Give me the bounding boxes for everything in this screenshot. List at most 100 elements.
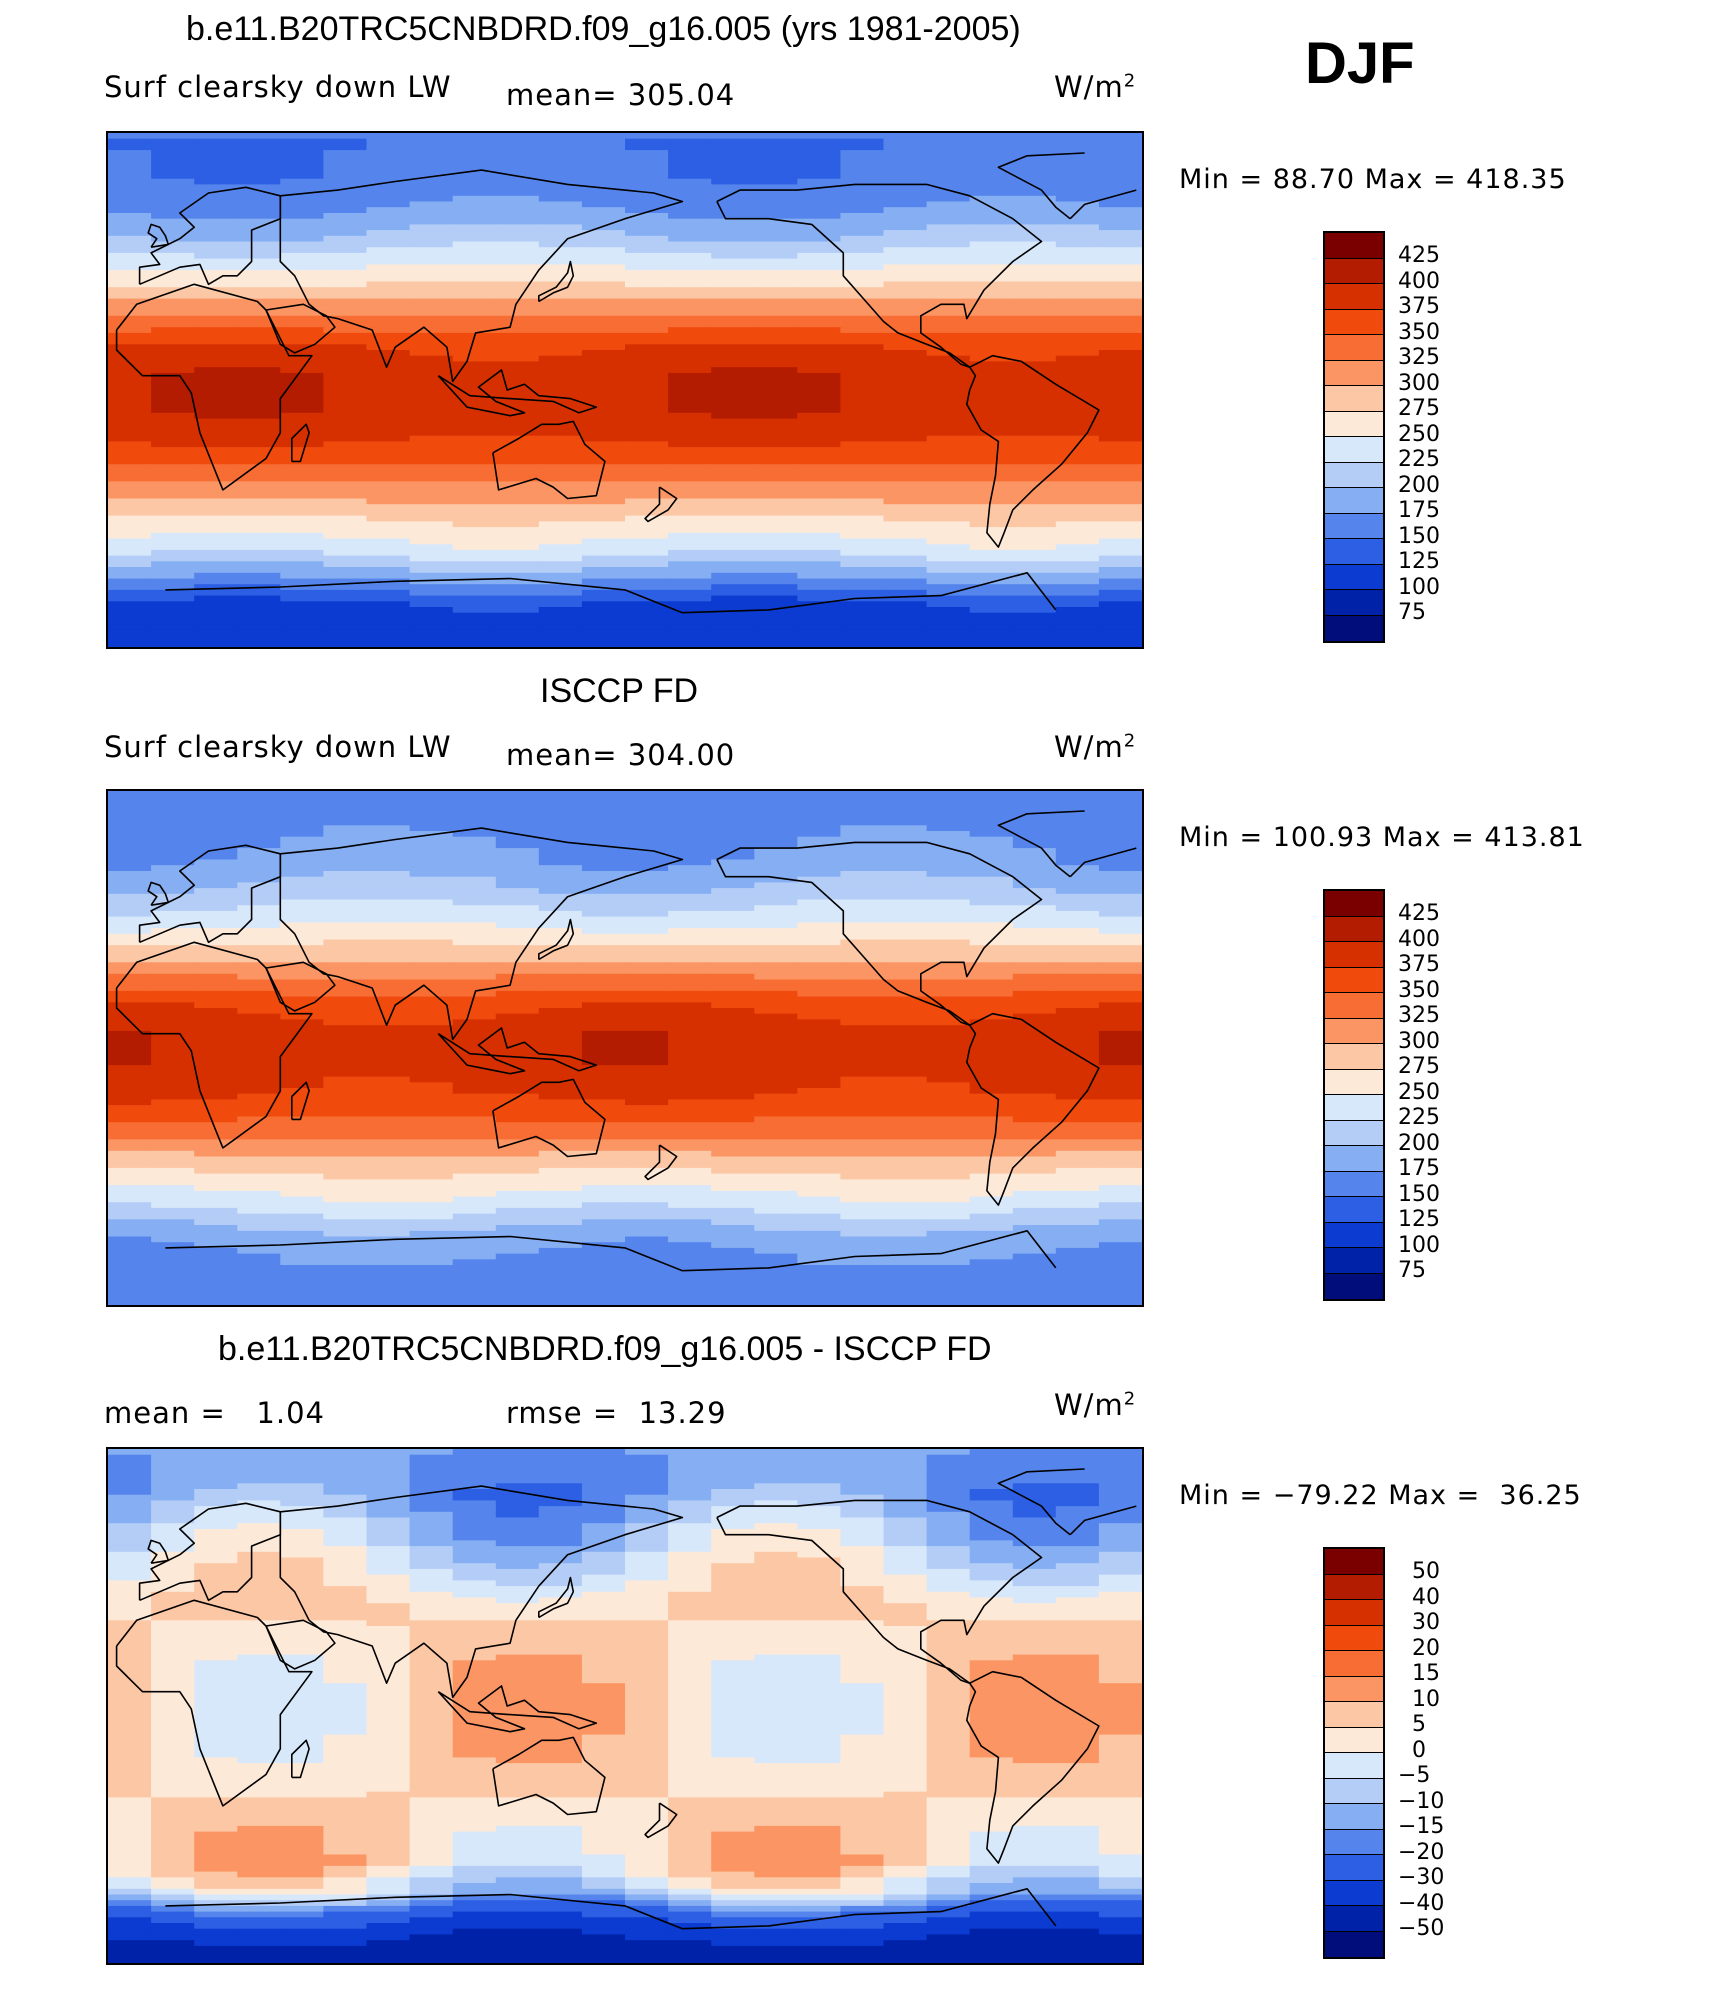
contour-cell [581, 1093, 626, 1100]
contour-cell [883, 1454, 928, 1461]
contour-cell [409, 190, 454, 197]
contour-cell [538, 549, 583, 557]
contour-cell [754, 173, 798, 180]
contour-cell [151, 945, 195, 952]
contour-cell [754, 1213, 798, 1220]
contour-cell [883, 1116, 928, 1123]
contour-cell [625, 899, 669, 906]
colorbar-tick-label: 200 [1398, 1130, 1440, 1156]
contour-cell [668, 876, 712, 883]
contour-cell [452, 1299, 497, 1305]
contour-cell [840, 888, 885, 895]
contour-cell [1098, 475, 1142, 482]
contour-cell [366, 390, 411, 397]
colorbar-tick-label: 125 [1398, 549, 1440, 574]
contour-cell [883, 899, 928, 906]
contour-cell [1098, 1534, 1142, 1541]
contour-cell [108, 1568, 152, 1576]
contour-cell [108, 470, 152, 477]
contour-cell [1012, 1207, 1057, 1215]
contour-cell [926, 412, 971, 420]
contour-cell [797, 888, 841, 895]
contour-cell [108, 1173, 152, 1180]
contour-cell [237, 372, 281, 380]
contour-cell [1055, 1225, 1100, 1232]
contour-cell [754, 1287, 798, 1295]
contour-cell [1012, 538, 1057, 545]
contour-cell [323, 1093, 368, 1100]
contour-cell [625, 367, 669, 374]
contour-cell [883, 1568, 928, 1576]
contour-cell [711, 350, 755, 357]
contour-cell [452, 384, 497, 391]
contour-cell [926, 618, 971, 625]
contour-cell [409, 195, 454, 203]
contour-cell [108, 372, 152, 380]
contour-cell [409, 1076, 454, 1083]
contour-cell [581, 825, 626, 832]
contour-cell [538, 378, 583, 385]
contour-cell [754, 281, 798, 288]
contour-cell [1098, 968, 1142, 975]
contour-cell [237, 1030, 281, 1038]
contour-cell [668, 985, 712, 992]
contour-cell [194, 1048, 238, 1055]
contour-cell [452, 1511, 497, 1519]
contour-cell [1098, 492, 1142, 500]
contour-cell [711, 292, 755, 300]
contour-cell [280, 1282, 324, 1289]
contour-cell [969, 1546, 1014, 1553]
contour-cell [754, 144, 798, 151]
coastline-africa [115, 941, 313, 1149]
contour-cell [581, 836, 626, 843]
contour-cell [581, 532, 626, 540]
contour-cell [366, 928, 411, 935]
contour-cell [452, 1099, 497, 1106]
contour-cell [538, 888, 583, 895]
contour-cell [754, 933, 798, 941]
contour-cell [151, 848, 195, 855]
contour-cell [1098, 321, 1142, 328]
contour-cell [969, 150, 1014, 157]
contour-cell [840, 270, 885, 277]
contour-cell [668, 1065, 712, 1072]
contour-cell [754, 561, 798, 568]
contour-cell [366, 1511, 411, 1519]
contour-cell [797, 928, 841, 935]
contour-cell [538, 956, 583, 963]
contour-cell [452, 207, 497, 214]
contour-cell [108, 1030, 152, 1038]
contour-cell [754, 338, 798, 345]
contour-cell [711, 962, 755, 969]
contour-cell [840, 292, 885, 300]
contour-cell [366, 1523, 411, 1530]
contour-cell [495, 899, 540, 906]
contour-cell [366, 641, 411, 647]
contour-cell [409, 1110, 454, 1118]
contour-cell [1055, 1213, 1100, 1220]
contour-cell [711, 1110, 755, 1118]
contour-cell [711, 1099, 755, 1106]
contour-cell [969, 1162, 1014, 1169]
contour-cell [409, 213, 454, 220]
contour-cell [323, 424, 368, 431]
contour-cell [495, 1523, 540, 1530]
contour-cell [280, 138, 324, 145]
contour-cell [668, 1173, 712, 1180]
contour-cell [237, 1265, 281, 1272]
contour-cell [1098, 1070, 1142, 1078]
contour-cell [969, 1449, 1014, 1456]
contour-cell [668, 635, 712, 642]
contour-cell [366, 1460, 411, 1467]
contour-cell [495, 1008, 540, 1015]
contour-cell [711, 1523, 755, 1530]
contour-cell [711, 361, 755, 368]
contour-cell [625, 1128, 669, 1135]
contour-cell [754, 831, 798, 838]
contour-cell [237, 1563, 281, 1570]
contour-cell [538, 304, 583, 311]
contour-cell [323, 1219, 368, 1226]
contour-cell [1012, 1494, 1057, 1501]
contour-cell [969, 395, 1014, 402]
contour-cell [969, 178, 1014, 185]
